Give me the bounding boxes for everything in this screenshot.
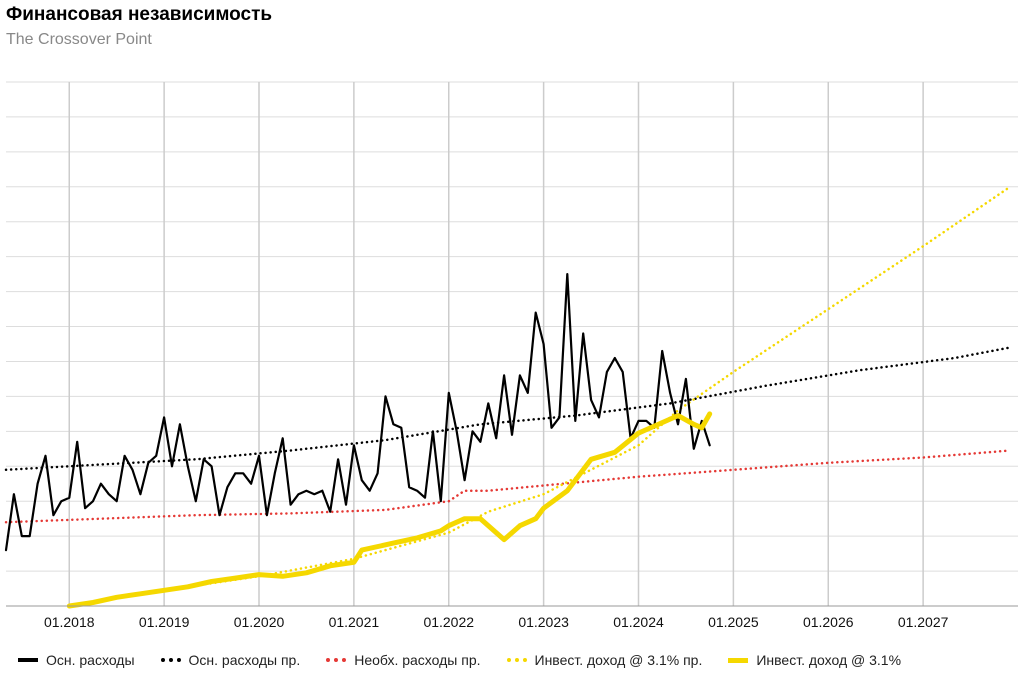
- series-line-2: [4, 449, 1012, 524]
- x-tick-label: 01.2023: [518, 614, 569, 630]
- chart-legend: Осн. расходы Осн. расходы пр. Необх. рас…: [18, 652, 927, 668]
- legend-item-osn-rashody[interactable]: Осн. расходы: [18, 652, 135, 668]
- legend-item-neobh-rashody-pr[interactable]: Необх. расходы пр.: [326, 652, 481, 668]
- legend-item-osn-rashody-pr[interactable]: Осн. расходы пр.: [160, 652, 301, 668]
- grid-lines: [6, 81, 1018, 607]
- x-tick-label: 01.2022: [423, 614, 474, 630]
- series-line-1: [4, 346, 1012, 472]
- series-line-0: [4, 273, 711, 552]
- chart-title: Финансовая независимость: [6, 4, 273, 25]
- x-tick-label: 01.2026: [803, 614, 854, 630]
- x-tick-label: 01.2019: [139, 614, 190, 630]
- legend-swatch: [506, 658, 527, 662]
- legend-label: Инвест. доход @ 3.1% пр.: [534, 652, 703, 668]
- x-tick-label: 01.2024: [613, 614, 664, 630]
- x-tick-label: 01.2021: [329, 614, 380, 630]
- legend-label: Осн. расходы пр.: [188, 652, 301, 668]
- legend-item-invest-dohod[interactable]: Инвест. доход @ 3.1%: [728, 652, 901, 668]
- legend-label: Инвест. доход @ 3.1%: [756, 652, 902, 668]
- x-axis: 01.2018 01.2019 01.2020 01.2021 01.2022 01.20…: [6, 605, 1018, 630]
- legend-swatch: [326, 658, 347, 662]
- legend-swatch: [18, 658, 38, 662]
- legend-swatch: [728, 657, 749, 663]
- legend-swatch: [160, 658, 181, 662]
- x-tick-label: 01.2025: [708, 614, 759, 630]
- series-lines: [4, 185, 1012, 609]
- series-line-3: [68, 185, 1012, 608]
- legend-label: Осн. расходы: [46, 652, 135, 668]
- x-tick-label: 01.2020: [234, 614, 285, 630]
- x-tick-label: 01.2027: [898, 614, 949, 630]
- series-line-4: [66, 411, 713, 609]
- chart-subtitle: The Crossover Point: [6, 31, 152, 48]
- legend-item-invest-dohod-pr[interactable]: Инвест. доход @ 3.1% пр.: [506, 652, 703, 668]
- x-tick-label: 01.2018: [44, 614, 95, 630]
- legend-label: Необх. расходы пр.: [354, 652, 481, 668]
